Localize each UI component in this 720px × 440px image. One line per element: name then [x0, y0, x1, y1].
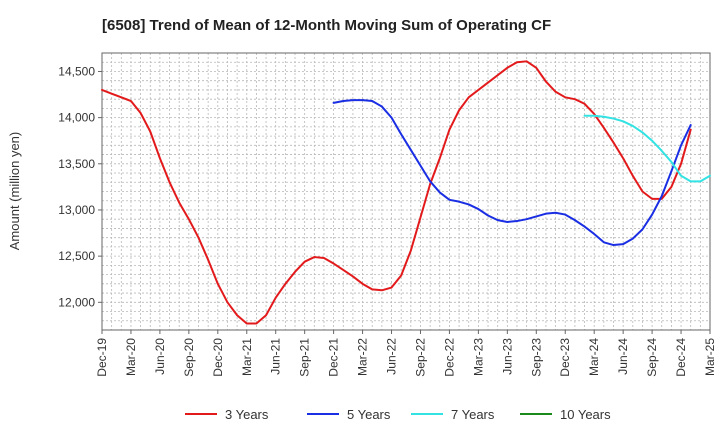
x-axis-ticks: Dec-19 Mar-20 Jun-20 Sep-20 Dec-20 Mar-21 Jun-…	[95, 330, 717, 377]
y-tick-label: 13,500	[58, 157, 95, 171]
series-layer	[101, 60, 711, 325]
x-tick-label: Dec-20	[211, 338, 225, 377]
legend-label-10-years: 10 Years	[560, 407, 611, 422]
legend-label-5-years: 5 Years	[347, 407, 391, 422]
plot-frame	[101, 52, 711, 331]
x-tick-label: Dec-23	[558, 338, 572, 377]
y-tick-label: 14,500	[58, 64, 95, 78]
legend-label-3-years: 3 Years	[225, 407, 269, 422]
x-tick-label: Jun-23	[500, 338, 514, 375]
chart-title: [6508] Trend of Mean of 12-Month Moving …	[102, 17, 551, 34]
x-tick-label: Sep-22	[413, 338, 427, 377]
x-tick-label: Sep-24	[645, 338, 659, 377]
legend-label-7-years: 7 Years	[451, 407, 495, 422]
y-tick-label: 12,000	[58, 295, 95, 309]
x-tick-label: Dec-21	[327, 338, 341, 377]
series-line-3-years	[101, 60, 692, 325]
y-axis-ticks: 12,000 12,500 13,000 13,500 14,000 14,500	[58, 64, 102, 309]
x-tick-label: Jun-24	[616, 338, 630, 375]
x-tick-label: Mar-25	[703, 338, 717, 376]
x-tick-label: Jun-21	[269, 338, 283, 375]
series-line-7-years	[583, 114, 711, 183]
legend: 3 Years 5 Years 7 Years 10 Years	[185, 407, 611, 422]
x-tick-label: Jun-22	[385, 338, 399, 375]
x-tick-label: Mar-20	[124, 338, 138, 376]
y-axis-label: Amount (million yen)	[7, 132, 22, 251]
x-tick-label: Dec-22	[442, 338, 456, 377]
y-tick-label: 14,000	[58, 111, 95, 125]
x-tick-label: Sep-23	[529, 338, 543, 377]
x-tick-label: Mar-24	[587, 338, 601, 376]
x-tick-label: Dec-24	[674, 338, 688, 377]
y-tick-label: 13,000	[58, 203, 95, 217]
x-tick-label: Mar-22	[356, 338, 370, 376]
x-tick-label: Sep-21	[298, 338, 312, 377]
series-line-5-years	[332, 99, 692, 247]
grid	[102, 53, 710, 330]
x-tick-label: Sep-20	[182, 338, 196, 377]
y-tick-label: 12,500	[58, 249, 95, 263]
x-tick-label: Dec-19	[95, 338, 109, 377]
x-tick-label: Jun-20	[153, 338, 167, 375]
x-tick-label: Mar-23	[471, 338, 485, 376]
x-tick-label: Mar-21	[240, 338, 254, 376]
